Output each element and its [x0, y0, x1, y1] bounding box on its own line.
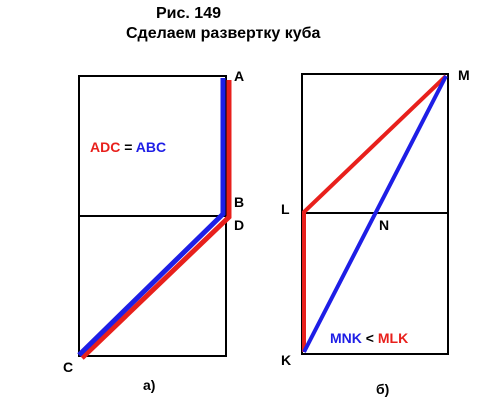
figure-subtitle: Сделаем развертку куба — [126, 25, 321, 42]
panel-a-net — [78, 75, 227, 357]
equation-right: ABC — [135, 139, 167, 155]
inequality-right: MLK — [377, 330, 409, 346]
point-l-label: L — [281, 201, 290, 217]
equation-op: = — [124, 139, 133, 155]
caption-panel-a: а) — [143, 377, 156, 393]
point-a-label: A — [234, 68, 245, 84]
point-d-label: D — [234, 217, 245, 233]
point-k-label: K — [281, 352, 292, 368]
point-m-label: M — [458, 67, 470, 83]
inequality-mnk-mlk: MNK < MLK — [330, 330, 408, 346]
equation-abc-adc: ADC = ABC — [90, 139, 166, 155]
equation-left: ADC — [90, 139, 121, 155]
path-adc-red — [80, 80, 232, 360]
figure-title: Рис. 149 — [156, 5, 221, 22]
path-abc-blue — [77, 78, 226, 357]
panel-a-bottom-face — [78, 215, 227, 357]
point-b-label: B — [234, 194, 245, 210]
inequality-op: < — [365, 330, 374, 346]
inequality-left: MNK — [330, 330, 362, 346]
point-n-label: N — [379, 217, 390, 233]
caption-panel-b: б) — [376, 381, 390, 397]
point-c-label: C — [63, 359, 74, 375]
path-mnk-blue — [302, 75, 448, 353]
path-mlk-red — [302, 74, 448, 352]
